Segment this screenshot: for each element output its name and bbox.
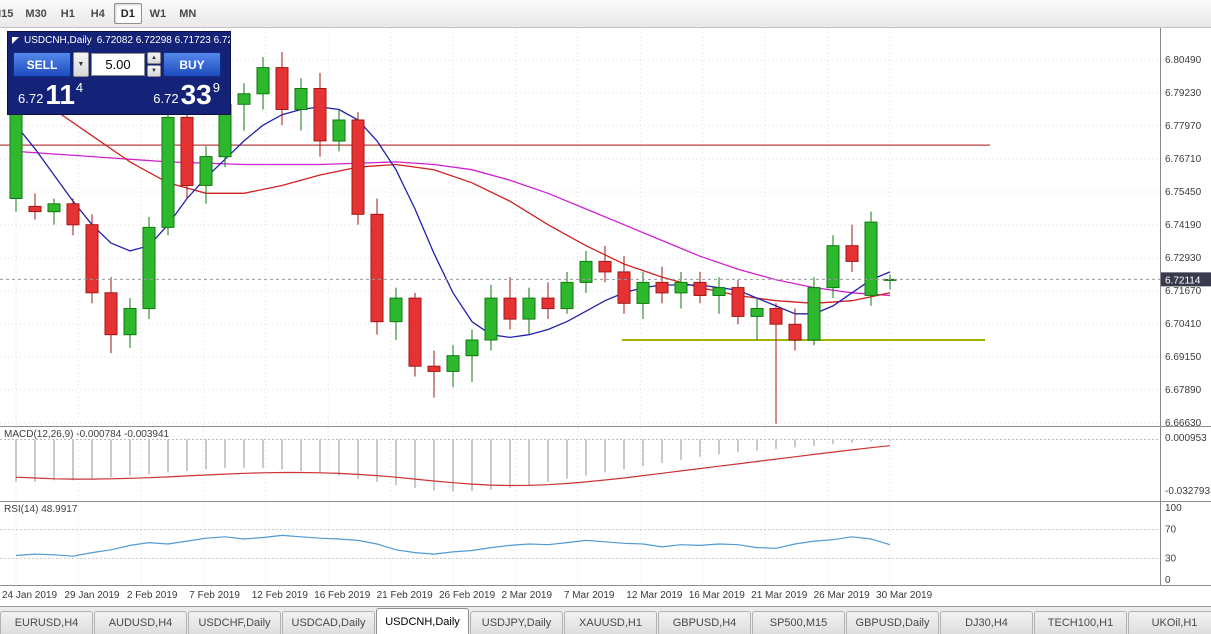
- one-click-trading-panel: USDCNH,Daily 6.72082 6.72298 6.71723 6.7…: [8, 32, 230, 114]
- timeframe-button-m15[interactable]: M15: [0, 3, 18, 24]
- date-tick-label: 24 Jan 2019: [2, 590, 58, 601]
- current-price-tag: 6.72114: [1161, 272, 1211, 287]
- chart-tab-usdjpy-daily[interactable]: USDJPY,Daily: [470, 611, 563, 634]
- chart-window: 6.80490 6.79230 6.77970 6.76710 6.75450 6.741…: [0, 28, 1211, 606]
- volume-up-button[interactable]: ▲: [147, 52, 161, 64]
- arrow-up-icon: ▲: [151, 55, 157, 61]
- volume-dropdown-button[interactable]: ▼: [73, 52, 89, 77]
- svg-text:0: 0: [1165, 575, 1171, 585]
- price-chart-pane[interactable]: 6.80490 6.79230 6.77970 6.76710 6.75450 6.741…: [0, 28, 1211, 426]
- rsi-label: RSI(14) 48.9917: [4, 504, 78, 515]
- chart-tab-gbpusd-h4[interactable]: GBPUSD,H4: [658, 611, 751, 634]
- timeframe-button-m30[interactable]: M30: [20, 3, 51, 24]
- chart-tab-ukoil-h1[interactable]: UKOil,H1: [1128, 611, 1211, 634]
- sell-price-prefix: 6.72: [18, 91, 44, 106]
- svg-text:6.76710: 6.76710: [1165, 154, 1202, 165]
- timeframe-button-mn[interactable]: MN: [174, 3, 202, 24]
- chart-tab-usdcad-daily[interactable]: USDCAD,Daily: [282, 611, 375, 634]
- volume-stepper: ▲ ▼: [147, 52, 161, 77]
- timeframe-button-h4[interactable]: H4: [84, 3, 112, 24]
- chart-tab-dj30-h4[interactable]: DJ30,H4: [940, 611, 1033, 634]
- volume-input[interactable]: [91, 53, 145, 76]
- svg-text:6.70410: 6.70410: [1165, 319, 1202, 330]
- sell-button[interactable]: SELL: [13, 52, 71, 77]
- sell-price-pip: 4: [75, 80, 84, 95]
- chart-tab-tech100-h1[interactable]: TECH100,H1: [1034, 611, 1127, 634]
- svg-text:6.72930: 6.72930: [1165, 253, 1202, 264]
- date-tick-label: 12 Feb 2019: [251, 590, 308, 601]
- chart-title-bar: USDCNH,Daily 6.72082 6.72298 6.71723 6.7…: [8, 32, 230, 48]
- svg-text:30: 30: [1165, 553, 1177, 564]
- date-tick-label: 26 Mar 2019: [813, 590, 870, 601]
- timeframe-toolbar: M15M30H1H4D1W1MN: [0, 0, 1211, 28]
- svg-text:6.66630: 6.66630: [1165, 418, 1202, 426]
- svg-text:6.75450: 6.75450: [1165, 187, 1202, 198]
- buy-price-pip: 9: [212, 80, 220, 95]
- timeframe-button-w1[interactable]: W1: [144, 3, 172, 24]
- date-tick-label: 21 Mar 2019: [751, 590, 808, 601]
- svg-text:6.77970: 6.77970: [1165, 121, 1202, 132]
- sell-price-display[interactable]: 6.72 11 4: [18, 79, 84, 110]
- buy-price-display[interactable]: 6.72 33 9: [153, 79, 220, 110]
- timeframe-button-h1[interactable]: H1: [54, 3, 82, 24]
- volume-down-button[interactable]: ▼: [147, 65, 161, 77]
- chart-symbol-period: USDCNH,Daily: [24, 35, 92, 46]
- date-tick-label: 21 Feb 2019: [376, 590, 433, 601]
- date-tick-label: 7 Mar 2019: [563, 590, 615, 601]
- svg-text:6.71670: 6.71670: [1165, 286, 1202, 297]
- collapse-triangle-icon[interactable]: [12, 37, 19, 44]
- date-tick-label: 16 Mar 2019: [688, 590, 745, 601]
- rsi-indicator-pane[interactable]: 100 70 30 0 RSI(14) 48.9917: [0, 501, 1211, 585]
- arrow-down-icon: ▼: [151, 68, 157, 74]
- macd-label: MACD(12,26,9) -0.000784 -0.003941: [4, 429, 170, 440]
- date-tick-label: 26 Feb 2019: [439, 590, 496, 601]
- chart-tab-gbpusd-daily[interactable]: GBPUSD,Daily: [846, 611, 939, 634]
- macd-indicator-pane[interactable]: 0.000953 -0.032793 MACD(12,26,9) -0.00078…: [0, 426, 1211, 501]
- svg-text:6.67890: 6.67890: [1165, 385, 1202, 396]
- date-tick-label: 7 Feb 2019: [189, 590, 240, 601]
- svg-text:6.79230: 6.79230: [1165, 88, 1202, 99]
- date-tick-label: 12 Mar 2019: [626, 590, 683, 601]
- date-tick-label: 30 Mar 2019: [876, 590, 933, 601]
- chart-tab-usdcnh-daily[interactable]: USDCNH,Daily: [376, 608, 469, 634]
- chart-tab-eurusd-h4[interactable]: EURUSD,H4: [0, 611, 93, 634]
- timeframe-button-d1[interactable]: D1: [113, 3, 142, 24]
- rsi-chart[interactable]: 100 70 30 0: [0, 502, 1211, 585]
- chart-tab-sp500-m15[interactable]: SP500,M15: [752, 611, 845, 634]
- buy-button[interactable]: BUY: [163, 52, 221, 77]
- svg-text:100: 100: [1165, 503, 1182, 514]
- date-tick-label: 16 Feb 2019: [314, 590, 371, 601]
- candlestick-chart[interactable]: 6.80490 6.79230 6.77970 6.76710 6.75450 6.741…: [0, 28, 1211, 426]
- chart-tab-xauusd-h1[interactable]: XAUUSD,H1: [564, 611, 657, 634]
- svg-text:70: 70: [1165, 525, 1177, 536]
- buy-price-main: 33: [180, 79, 212, 110]
- chart-ohlc-values: 6.72082 6.72298 6.71723 6.72114: [96, 35, 230, 46]
- date-tick-label: 2 Feb 2019: [126, 590, 178, 601]
- order-controls-row: SELL ▼ ▲ ▼ BUY: [8, 48, 230, 79]
- svg-text:-0.032793: -0.032793: [1165, 486, 1210, 497]
- quote-prices-row: 6.72 11 4 6.72 33 9: [8, 79, 230, 114]
- chart-tab-audusd-h4[interactable]: AUDUSD,H4: [94, 611, 187, 634]
- svg-text:6.69150: 6.69150: [1165, 352, 1202, 363]
- sell-price-main: 11: [45, 79, 75, 110]
- chevron-down-icon: ▼: [77, 61, 85, 68]
- svg-text:6.72114: 6.72114: [1165, 275, 1201, 286]
- svg-text:6.80490: 6.80490: [1165, 55, 1202, 66]
- buy-price-prefix: 6.72: [153, 91, 179, 106]
- date-axis[interactable]: 24 Jan 2019 29 Jan 2019 2 Feb 2019 7 Feb 20…: [0, 585, 1211, 606]
- svg-text:0.000953: 0.000953: [1165, 433, 1207, 444]
- macd-chart[interactable]: 0.000953 -0.032793: [0, 427, 1211, 501]
- date-tick-label: 2 Mar 2019: [501, 590, 553, 601]
- svg-text:6.74190: 6.74190: [1165, 220, 1202, 231]
- date-tick-label: 29 Jan 2019: [64, 590, 120, 601]
- chart-tabs-bar: EURUSD,H4 AUDUSD,H4 USDCHF,Daily USDCAD,Dai…: [0, 606, 1211, 634]
- chart-tab-usdchf-daily[interactable]: USDCHF,Daily: [188, 611, 281, 634]
